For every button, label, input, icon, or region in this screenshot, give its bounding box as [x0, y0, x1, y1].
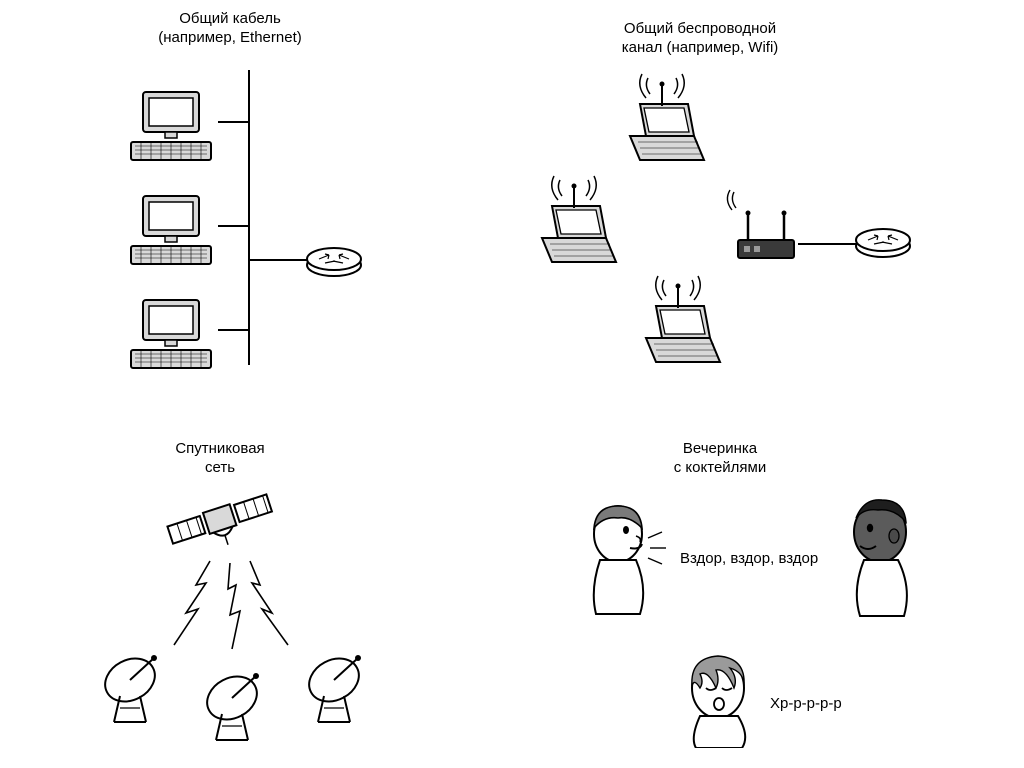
party-speech-1: Вздор, вздор, вздор [680, 550, 818, 567]
party-speech-2: Хр-р-р-р-р [770, 695, 842, 712]
ethernet-title: Общий кабель (например, Ethernet) [130, 10, 330, 48]
laptop-icon [620, 98, 710, 168]
satellite-dish-icon [96, 650, 174, 728]
satellite-dish-icon [300, 650, 378, 728]
laptop-icon [636, 300, 726, 370]
party-title-l1: Вечеринка [683, 440, 757, 457]
wifi-waves-icon [648, 274, 708, 308]
ethernet-tap-2 [218, 224, 250, 228]
ethernet-tap-3 [218, 328, 250, 332]
satellite-icon [160, 480, 280, 560]
ethernet-tap-1 [218, 120, 250, 124]
wifi-title: Общий беспроводной канал (например, Wifi… [580, 20, 820, 58]
laptop-icon [532, 200, 622, 270]
satellite-dish-icon [198, 668, 276, 746]
wifi-access-point-icon [732, 208, 802, 266]
ethernet-title-l1: Общий кабель [179, 10, 281, 27]
ethernet-router-tap [249, 250, 309, 270]
ethernet-title-l2: (например, Ethernet) [158, 29, 302, 46]
router-icon [854, 226, 912, 260]
wifi-waves-icon [720, 188, 750, 214]
person-talking-icon [570, 498, 670, 618]
person-talking-icon [830, 494, 930, 620]
satellite-title-l2: сеть [205, 459, 235, 476]
wifi-title-l1: Общий беспроводной [624, 20, 776, 37]
wifi-waves-icon [544, 174, 604, 208]
router-icon [305, 245, 363, 279]
ethernet-bus-line [245, 70, 253, 365]
desktop-pc-icon [125, 298, 220, 373]
party-title-l2: с коктейлями [674, 459, 766, 476]
satellite-title-l1: Спутниковая [175, 440, 264, 457]
desktop-pc-icon [125, 194, 220, 269]
satellite-title: Спутниковая сеть [150, 440, 290, 478]
party-title: Вечеринка с коктейлями [640, 440, 800, 478]
person-sleeping-icon [672, 648, 768, 748]
wifi-waves-icon [632, 72, 692, 106]
wifi-title-l2: канал (например, Wifi) [622, 39, 779, 56]
desktop-pc-icon [125, 90, 220, 165]
wifi-router-link [798, 242, 858, 246]
